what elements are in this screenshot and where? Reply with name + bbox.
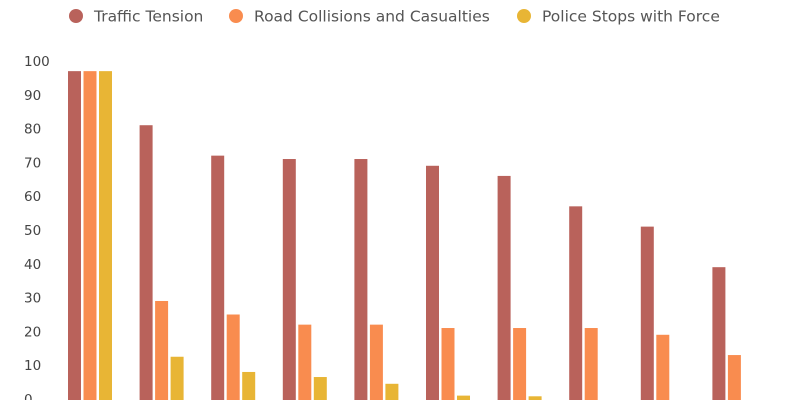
bar-traffic-tension: [712, 267, 726, 400]
bar-police-stops-with-force: [457, 395, 470, 400]
bar-road-collisions-and-casualties: [441, 328, 455, 400]
y-tick-label: 0: [24, 392, 33, 400]
bar-traffic-tension: [497, 175, 511, 400]
bar-traffic-tension: [68, 71, 81, 400]
bar-road-collisions-and-casualties: [226, 314, 240, 400]
legend-marker-1: [69, 9, 83, 23]
bar-road-collisions-and-casualties: [656, 334, 670, 400]
legend-marker-3: [517, 9, 531, 23]
bars: [68, 71, 741, 400]
y-tick-label: 100: [24, 54, 50, 70]
bar-police-stops-with-force: [242, 371, 256, 400]
bar-group: [68, 71, 112, 400]
y-tick-label: 90: [24, 88, 41, 104]
y-tick-label: 10: [24, 358, 41, 374]
y-tick-label: 20: [24, 324, 41, 340]
bar-traffic-tension: [139, 125, 153, 400]
bar-traffic-tension: [640, 226, 654, 400]
legend: Traffic Tension Road Collisions and Casua…: [69, 8, 720, 26]
y-tick-label: 30: [24, 291, 41, 307]
bar-group: [211, 155, 256, 400]
bar-traffic-tension: [426, 165, 439, 400]
legend-label-1: Traffic Tension: [93, 8, 203, 26]
bar-police-stops-with-force: [385, 383, 399, 400]
legend-marker-2: [229, 9, 243, 23]
bar-police-stops-with-force: [170, 356, 184, 400]
bar-traffic-tension: [282, 159, 296, 400]
y-tick-label: 40: [24, 257, 41, 273]
y-tick-label: 80: [24, 122, 41, 138]
y-tick-label: 70: [24, 155, 41, 171]
bar-police-stops-with-force: [313, 377, 327, 400]
bar-police-stops-with-force: [528, 396, 542, 400]
bar-police-stops-with-force: [99, 71, 112, 400]
y-tick-label: 60: [24, 189, 41, 205]
bar-traffic-tension: [211, 155, 225, 400]
y-axis: 0 10 20 30 40 50 60 70 80 90 100: [24, 54, 50, 400]
bar-group: [354, 159, 399, 400]
bar-group: [282, 159, 327, 400]
bar-group: [640, 226, 670, 400]
bar-group: [139, 125, 184, 400]
bar-road-collisions-and-casualties: [513, 328, 527, 400]
bar-group: [569, 206, 598, 400]
bar-group: [712, 267, 741, 400]
bar-road-collisions-and-casualties: [298, 324, 312, 400]
bar-group: [426, 165, 470, 400]
bar-traffic-tension: [354, 159, 368, 400]
bar-road-collisions-and-casualties: [369, 324, 383, 400]
bar-group: [497, 175, 542, 400]
bar-road-collisions-and-casualties: [584, 328, 598, 400]
y-tick-label: 50: [24, 223, 41, 239]
bar-road-collisions-and-casualties: [727, 355, 741, 400]
bar-road-collisions-and-casualties: [155, 300, 169, 400]
legend-label-3: Police Stops with Force: [542, 8, 720, 26]
bar-traffic-tension: [569, 206, 583, 400]
bar-road-collisions-and-casualties: [83, 71, 97, 400]
legend-label-2: Road Collisions and Casualties: [254, 8, 490, 26]
